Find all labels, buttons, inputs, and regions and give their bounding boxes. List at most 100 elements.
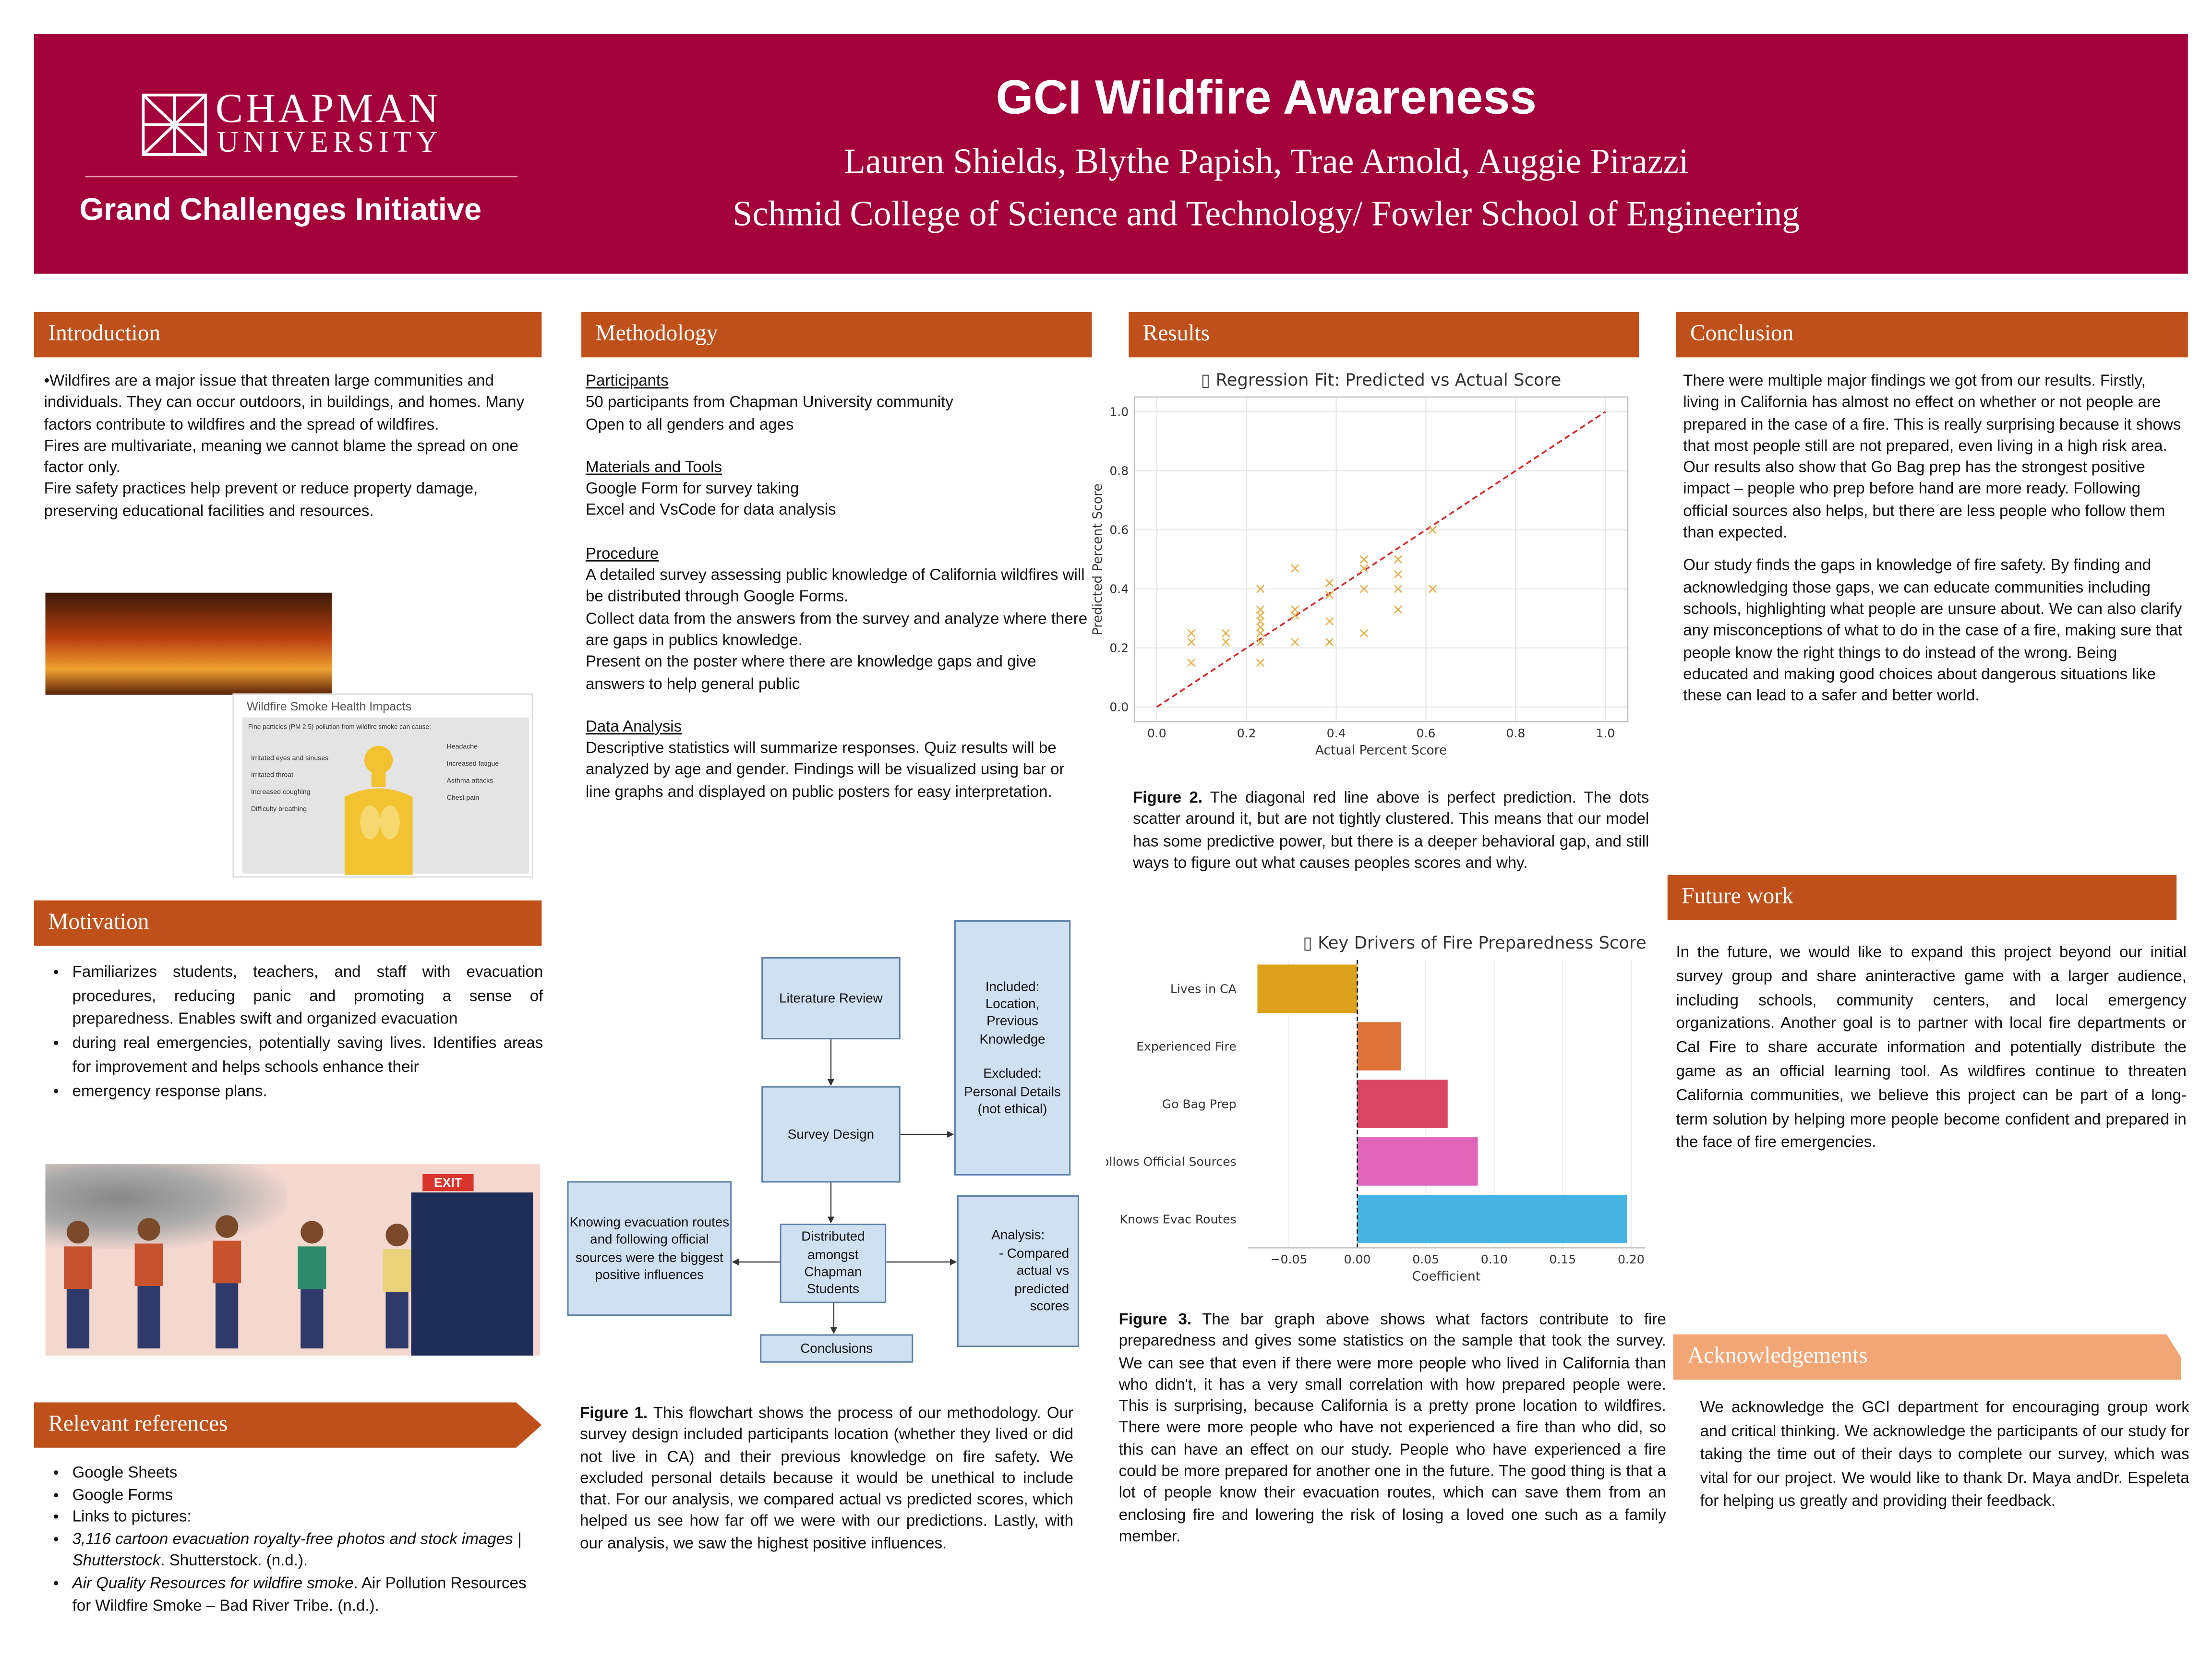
perfect-prediction-line	[1156, 411, 1606, 708]
citation-source: . Shutterstock. (n.d.).	[160, 1553, 308, 1571]
bar-chart: ▯ Key Drivers of Fire Preparedness Score…	[1106, 933, 1647, 1284]
x-tick-label: 0.20	[1618, 1252, 1645, 1266]
x-axis-label: Actual Percent Score	[1315, 743, 1447, 757]
y-tick-label: 1.0	[1109, 405, 1129, 419]
infographic-subtitle: Fine particles (PM 2.5) pollution from w…	[248, 723, 431, 731]
conclusion-text: There were multiple major findings we go…	[1683, 372, 2182, 708]
flow-node-line: Personal Details	[964, 1082, 1061, 1099]
caption-text: The diagonal red line above is perfect p…	[1133, 790, 1649, 872]
point	[1325, 617, 1334, 626]
bullet: during real emergencies, potentially sav…	[72, 1033, 543, 1080]
flow-node-line: Survey Design	[787, 1125, 874, 1142]
y-tick-label: 0.6	[1109, 523, 1129, 537]
scatter-chart: ▯ Regression Fit: Predicted vs Actual Sc…	[1092, 370, 1629, 757]
acknowledgements-text: We acknowledge the GCI department for en…	[1700, 1399, 2189, 1511]
subsection: Procedure A detailed survey assessing pub…	[586, 544, 1091, 696]
paragraph: Fire safety practices help prevent or re…	[44, 481, 478, 520]
paragraph: There were multiple major findings we go…	[1683, 373, 2181, 542]
section-heading: Methodology	[581, 312, 1092, 358]
caption-text: This flowchart shows the process of our …	[580, 1405, 1074, 1552]
door	[411, 1192, 533, 1356]
x-tick-label: 0.2	[1237, 726, 1256, 740]
flow-node: Included: Location, Previous Knowledge Exclu…	[954, 920, 1071, 1176]
point	[1187, 629, 1196, 637]
infographic-title: Wildfire Smoke Health Impacts	[246, 699, 412, 713]
infographic-label: Increased coughing	[251, 790, 311, 797]
paragraph: Fires are multivariate, meaning we canno…	[44, 438, 518, 477]
affiliation: Schmid College of Science and Technology…	[733, 195, 1800, 234]
point	[1256, 637, 1265, 647]
citation-title: 3,116 cartoon evacuation royalty-free ph…	[72, 1531, 522, 1571]
future-work-text: In the future, we would like to expand t…	[1676, 944, 2187, 1152]
citation-title: Air Quality Resources for wildfire smoke	[72, 1575, 354, 1593]
flow-node: Literature Review	[761, 957, 901, 1040]
infographic-label: Asthma attacks	[446, 778, 493, 786]
point	[1359, 564, 1369, 573]
point	[1256, 605, 1265, 614]
infographic-label: Irritated throat	[251, 772, 294, 780]
motivation-list: Familiarizes students, teachers, and sta…	[47, 962, 543, 1104]
point	[1256, 623, 1265, 632]
y-tick-label: Go Bag Prep	[1162, 1097, 1237, 1111]
infographic-label: Increased fatigue	[446, 761, 499, 769]
infographic-label: Difficulty breathing	[251, 806, 307, 814]
figure-3-caption: Figure 3. The bar graph above shows what…	[1119, 1310, 1666, 1549]
x-tick-label: 0.4	[1327, 726, 1346, 740]
section-heading: Future work	[1667, 875, 2177, 921]
point	[1394, 555, 1403, 564]
point	[1256, 629, 1265, 637]
caption-text: The bar graph above shows what factors c…	[1118, 1311, 1666, 1546]
methodology-text: Participants 50 participants from Chapman…	[586, 372, 1091, 804]
body-figure	[344, 745, 413, 875]
x-tick-label: 1.0	[1596, 726, 1615, 740]
x-axis-label: Coefficient	[1412, 1269, 1480, 1284]
subsection-line: Google Form for survey taking	[585, 481, 799, 498]
flow-node: Conclusions	[760, 1334, 914, 1363]
section-heading: Motivation	[34, 900, 542, 946]
intro-text: •Wildfires are a major issue that threat…	[44, 372, 551, 523]
point	[1291, 611, 1299, 620]
chart-title: ▯ Key Drivers of Fire Preparedness Score	[1303, 933, 1646, 953]
subsection-line: Open to all genders and ages	[585, 416, 794, 433]
y-tick-label: Knows Evac Routes	[1120, 1212, 1237, 1226]
bar	[1257, 964, 1358, 1013]
figure-label: Figure 3.	[1118, 1311, 1192, 1329]
x-tick-label: −0.05	[1270, 1252, 1307, 1266]
bar	[1357, 1195, 1627, 1243]
paragraph: •Wildfires are a major issue that threat…	[44, 373, 525, 433]
point	[1222, 629, 1230, 637]
flowchart-arrows	[732, 1039, 957, 1334]
poster-title: GCI Wildfire Awareness	[996, 71, 1537, 125]
acknowledgements-heading-shape	[1673, 1334, 2181, 1380]
flow-node-line: Chapman	[804, 1263, 862, 1279]
references-list: Google SheetsGoogle FormsLinks to pictur…	[47, 1463, 540, 1618]
bullet: Familiarizes students, teachers, and sta…	[72, 962, 543, 1033]
point	[1291, 605, 1299, 614]
logo-rule	[85, 176, 518, 178]
flow-node-line: - Compared actual vs predicted scores	[998, 1245, 1070, 1313]
header-band	[34, 34, 2188, 274]
point	[1325, 637, 1334, 647]
y-tick-label: 0.4	[1109, 582, 1129, 596]
subsection-line: Collect data from the answers from the s…	[585, 611, 1088, 649]
point	[1291, 564, 1299, 573]
subsection-line: Excel and VsCode for data analysis	[585, 503, 836, 520]
point	[1359, 555, 1369, 564]
x-tick-label: 0.15	[1549, 1252, 1576, 1266]
x-tick-label: 0.05	[1412, 1252, 1439, 1266]
figure-label: Figure 1.	[580, 1405, 648, 1422]
fire-photo	[45, 592, 332, 695]
figure-1-caption: Figure 1. This flowchart shows the proce…	[580, 1404, 1073, 1555]
x-tick-label: 0.10	[1481, 1252, 1508, 1266]
y-tick-label: 0.0	[1109, 700, 1129, 714]
citation-source: . Air Pollution Resources for Wildfire S…	[72, 1575, 527, 1615]
citation: Air Quality Resources for wildfire smoke…	[72, 1574, 541, 1618]
flow-node-line: Distributed	[801, 1228, 865, 1244]
infographic-left-labels: Irritated eyes and sinuses Irritated thro…	[251, 752, 336, 820]
flow-node: Survey Design	[761, 1086, 901, 1183]
subsection-title: Participants	[585, 373, 669, 390]
section-heading: Acknowledgements	[1687, 1344, 1868, 1369]
y-axis-label: Predicted Percent Score	[1092, 483, 1105, 635]
flow-node: Distributed amongst Chapman Students	[780, 1224, 887, 1303]
